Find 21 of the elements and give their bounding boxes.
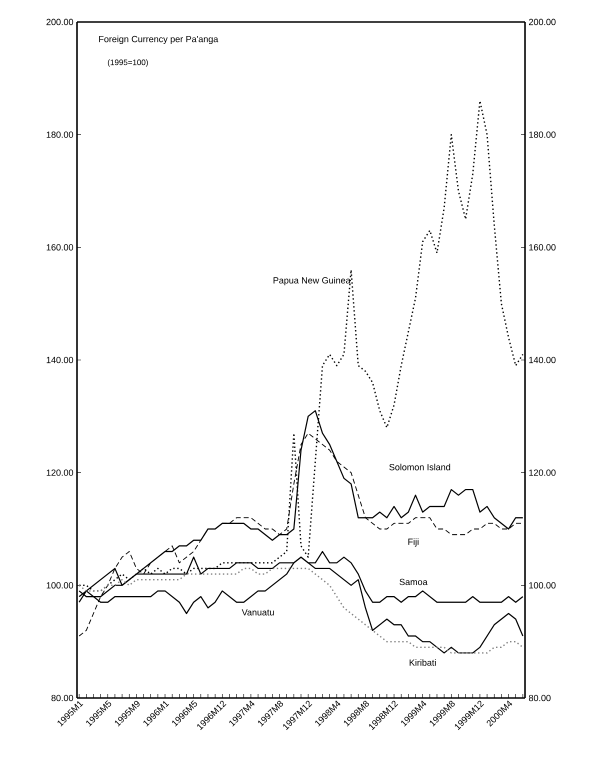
y2-tick-label: 100.00 <box>529 582 556 589</box>
series-label: Samoa <box>400 578 428 586</box>
y-tick-label: 80.00 <box>51 694 74 702</box>
series-label: Papua New Guinea <box>274 276 351 286</box>
series-label: Kiribati <box>410 659 436 666</box>
y-tick-label: 140.00 <box>46 356 74 364</box>
y-tick-label: 180.00 <box>46 131 74 138</box>
y2-tick-label: 80.00 <box>528 694 551 702</box>
y-tick-label: 200.00 <box>46 18 74 26</box>
series-label: Vanuatu <box>242 609 274 616</box>
text: Solomon Island <box>389 464 450 470</box>
text: Foreign Currency per Pa'anga <box>99 36 218 44</box>
y2-tick-label: 140.00 <box>529 356 556 364</box>
y-tick-label: 120.00 <box>46 469 74 476</box>
y-tick-label: 160.00 <box>46 244 74 251</box>
y2-tick-label: 200.00 <box>528 18 556 26</box>
y2-tick-label: 160.00 <box>529 244 556 251</box>
y2-tick-label: 180.00 <box>529 131 556 138</box>
y2-tick-label: 120.00 <box>529 469 556 476</box>
y-tick-label: 100.00 <box>46 582 74 589</box>
series-label: Fiji <box>408 538 418 547</box>
